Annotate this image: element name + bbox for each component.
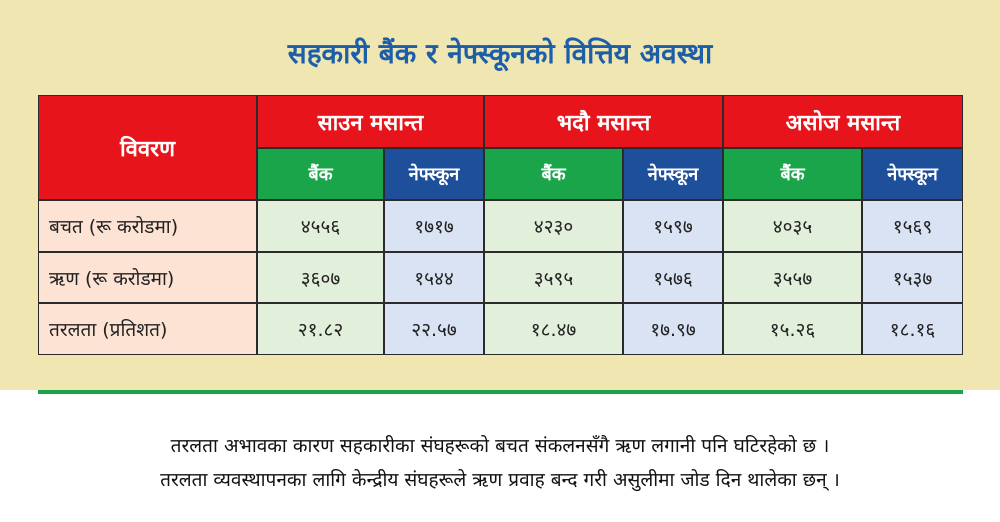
column-header: नेफ्स्कून bbox=[623, 148, 723, 200]
data-cell: ३५९५ bbox=[484, 252, 623, 303]
footer-line: तरलता अभावका कारण सहकारीका संघहरूको बचत … bbox=[170, 435, 830, 457]
data-cell: १८.४७ bbox=[484, 303, 623, 355]
divider bbox=[38, 390, 963, 394]
column-header: बैंक bbox=[723, 148, 862, 200]
data-cell: १५६९ bbox=[862, 200, 963, 252]
data-cell: २१.८२ bbox=[257, 303, 384, 355]
data-cell: ३५५७ bbox=[723, 252, 862, 303]
group-header: साउन मसान्त bbox=[257, 95, 484, 148]
column-header: बैंक bbox=[257, 148, 384, 200]
data-cell: ३६०७ bbox=[257, 252, 384, 303]
group-header: असोज मसान्त bbox=[723, 95, 963, 148]
group-header: भदौ मसान्त bbox=[484, 95, 723, 148]
data-cell: १७.९७ bbox=[623, 303, 723, 355]
column-header: नेफ्स्कून bbox=[384, 148, 484, 200]
row-label: बचत (रू करोडमा) bbox=[38, 200, 257, 252]
data-cell: १५४४ bbox=[384, 252, 484, 303]
data-cell: १७१७ bbox=[384, 200, 484, 252]
data-cell: २२.५७ bbox=[384, 303, 484, 355]
column-header: बैंक bbox=[484, 148, 623, 200]
data-cell: ४०३५ bbox=[723, 200, 862, 252]
title: सहकारी बैंक र नेफ्स्कूनको वित्तिय अवस्था bbox=[287, 37, 713, 70]
data-cell: १५७६ bbox=[623, 252, 723, 303]
data-cell: १५.२६ bbox=[723, 303, 862, 355]
row-label: तरलता (प्रतिशत) bbox=[38, 303, 257, 355]
data-cell: १८.१६ bbox=[862, 303, 963, 355]
data-cell: ४२३० bbox=[484, 200, 623, 252]
column-header: नेफ्स्कून bbox=[862, 148, 963, 200]
header-cell: विवरण bbox=[38, 95, 257, 200]
footer-line: तरलता व्यवस्थापनका लागि केन्द्रीय संघहरू… bbox=[160, 469, 840, 491]
row-label: ऋण (रू करोडमा) bbox=[38, 252, 257, 303]
data-cell: १५३७ bbox=[862, 252, 963, 303]
data-cell: ४५५६ bbox=[257, 200, 384, 252]
data-cell: १५९७ bbox=[623, 200, 723, 252]
